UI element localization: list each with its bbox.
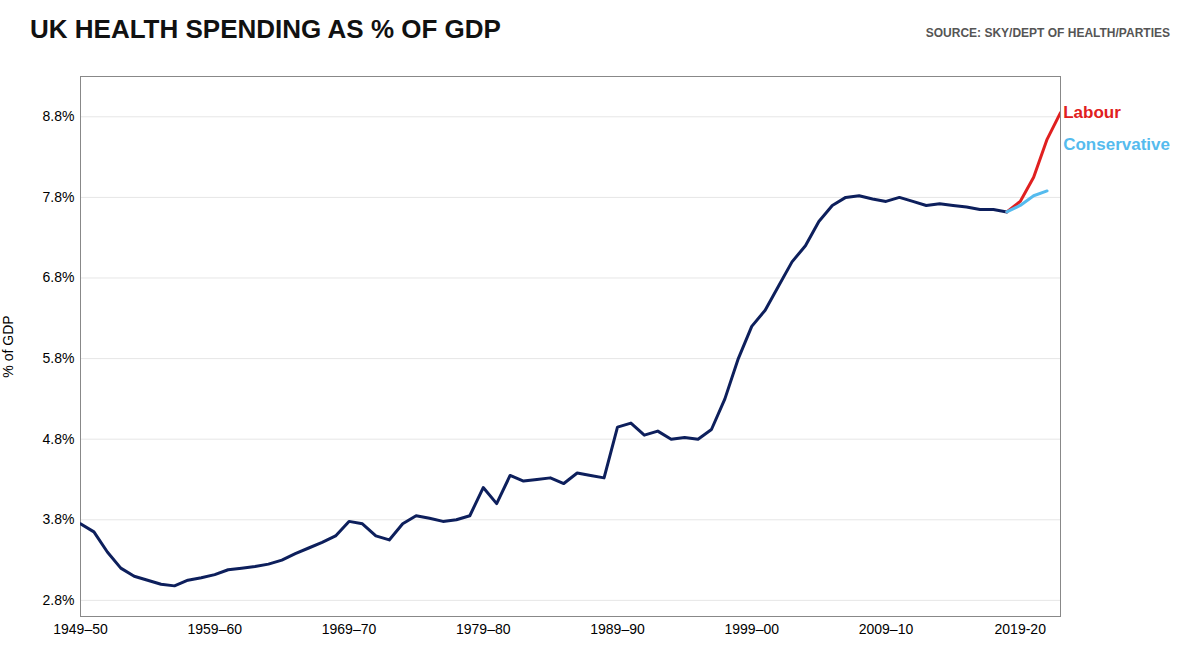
svg-text:2.8%: 2.8% — [43, 592, 75, 608]
svg-text:1949–50: 1949–50 — [53, 621, 108, 637]
html-text:SOURCE: SKY/DEPT OF HEALTH/PAR: SOURCE: SKY/DEPT OF HEALTH/PARTIES — [925, 26, 1170, 40]
svg-text:2009–10: 2009–10 — [859, 621, 914, 637]
svg-text:% of GDP: % of GDP — [0, 315, 16, 377]
html-text:UK HEALTH SPENDING AS % OF GDP: UK HEALTH SPENDING AS % OF GDP — [30, 14, 501, 44]
svg-text:4.8%: 4.8% — [43, 431, 75, 447]
svg-text:Labour: Labour — [1063, 103, 1121, 122]
svg-text:3.8%: 3.8% — [43, 511, 75, 527]
svg-text:2019-20: 2019-20 — [995, 621, 1047, 637]
svg-text:Conservative: Conservative — [1063, 135, 1170, 154]
svg-text:7.8%: 7.8% — [43, 189, 75, 205]
svg-text:1979–80: 1979–80 — [456, 621, 511, 637]
svg-text:1969–70: 1969–70 — [322, 621, 377, 637]
svg-text:8.8%: 8.8% — [43, 108, 75, 124]
svg-text:1999–00: 1999–00 — [724, 621, 779, 637]
svg-text:1959–60: 1959–60 — [187, 621, 242, 637]
svg-text:1989–90: 1989–90 — [590, 621, 645, 637]
svg-text:5.8%: 5.8% — [43, 350, 75, 366]
svg-text:6.8%: 6.8% — [43, 269, 75, 285]
